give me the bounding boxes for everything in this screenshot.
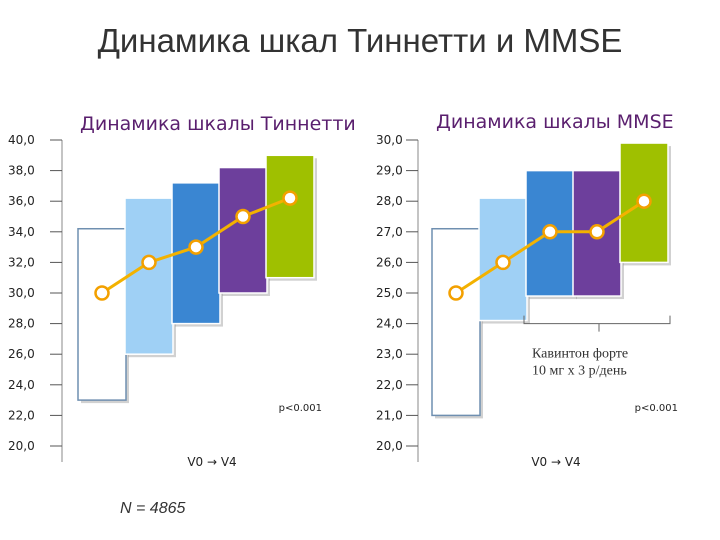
- y-tick-label: 30,0: [8, 286, 35, 300]
- y-tick-label: 38,0: [8, 164, 35, 178]
- annotation-text: Кавинтон форте 10 мг х 3 р/день: [532, 347, 628, 379]
- y-tick-label: 24,0: [376, 317, 403, 331]
- y-tick-label: 28,0: [8, 317, 35, 331]
- trend-point-3: [542, 224, 558, 240]
- y-tick-label: 36,0: [8, 194, 35, 208]
- y-tick-label: 28,0: [376, 194, 403, 208]
- trend-point-4: [589, 224, 605, 240]
- y-tick-label: 23,0: [376, 347, 403, 361]
- bar-5: [265, 154, 315, 279]
- annotation-line: Кавинтон форте: [532, 347, 628, 362]
- y-tick-label: 29,0: [376, 164, 403, 178]
- y-tick-label: 26,0: [376, 255, 403, 269]
- y-tick-label: 24,0: [8, 378, 35, 392]
- y-tick-label: 34,0: [8, 225, 35, 239]
- slide-title: Динамика шкал Тиннетти и MMSE: [97, 22, 623, 59]
- y-tick-label: 32,0: [8, 255, 35, 269]
- y-tick-label: 22,0: [376, 378, 403, 392]
- chart-panel-1: Динамика шкалы Тиннетти 20,0 22,0 24,0 26,0 2…: [8, 113, 356, 469]
- p-value-note: p<0.001: [635, 403, 678, 414]
- y-tick-label: 25,0: [376, 286, 403, 300]
- annotation-line: 10 мг х 3 р/день: [532, 364, 627, 379]
- bar-1: [77, 227, 127, 401]
- trend-point-5: [636, 193, 652, 209]
- y-tick-label: 21,0: [376, 408, 403, 422]
- trend-point-3: [188, 239, 204, 255]
- trend-point-2: [141, 254, 157, 271]
- y-tick-label: 22,0: [8, 408, 35, 422]
- y-tick-label: 27,0: [376, 225, 403, 239]
- trend-point-5: [282, 190, 298, 206]
- y-tick-label: 40,0: [8, 133, 35, 147]
- x-axis-label: V0 → V4: [531, 455, 580, 469]
- x-axis-label: V0 → V4: [187, 455, 236, 469]
- y-tick-label: 26,0: [8, 347, 35, 361]
- chart-panel-2: Динамика шкалы MMSE 20,0 21,0 22,0 23,0 24,0 2…: [376, 111, 678, 469]
- y-tick-label: 20,0: [8, 439, 35, 453]
- chart-title: Динамика шкалы MMSE: [436, 111, 674, 133]
- y-tick-label: 30,0: [376, 133, 403, 147]
- trend-point-4: [235, 208, 251, 225]
- sample-size-label: N = 4865: [120, 500, 186, 517]
- bar-1: [431, 227, 481, 417]
- chart-title: Динамика шкалы Тиннетти: [80, 113, 356, 135]
- p-value-note: p<0.001: [279, 403, 322, 414]
- y-tick-label: 20,0: [376, 439, 403, 453]
- trend-point-1: [448, 285, 464, 301]
- bar-2: [124, 197, 174, 355]
- bar-4: [218, 166, 268, 294]
- trend-point-1: [94, 285, 110, 301]
- annotation-bracket: [523, 315, 671, 325]
- trend-point-2: [495, 254, 511, 271]
